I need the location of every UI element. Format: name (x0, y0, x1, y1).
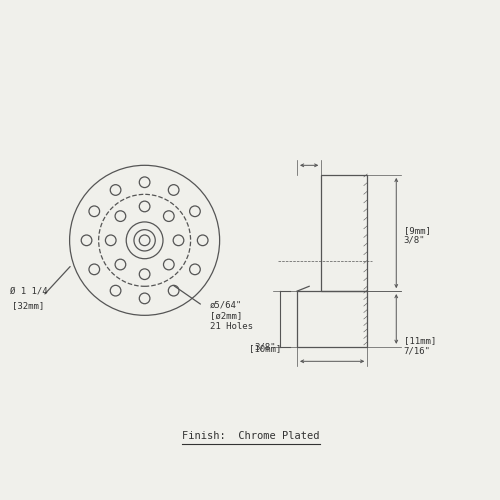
Text: [10mm]: [10mm] (250, 344, 282, 354)
Bar (297, 291, 367, 347)
Text: 3/8": 3/8" (404, 236, 425, 245)
Text: Finish:  Chrome Plated: Finish: Chrome Plated (182, 432, 320, 442)
Text: 3/8": 3/8" (255, 342, 276, 351)
Text: [32mm]: [32mm] (12, 301, 44, 310)
Text: 21 Holes: 21 Holes (210, 322, 253, 331)
Text: [11mm]: [11mm] (404, 336, 436, 345)
Text: [ø2mm]: [ø2mm] (210, 312, 242, 320)
Text: Ø 1 1/4: Ø 1 1/4 (10, 287, 48, 296)
Text: ø5/64": ø5/64" (210, 301, 242, 310)
Text: [9mm]: [9mm] (404, 226, 430, 235)
Text: 7/16": 7/16" (404, 347, 430, 356)
Bar (322, 175, 367, 291)
